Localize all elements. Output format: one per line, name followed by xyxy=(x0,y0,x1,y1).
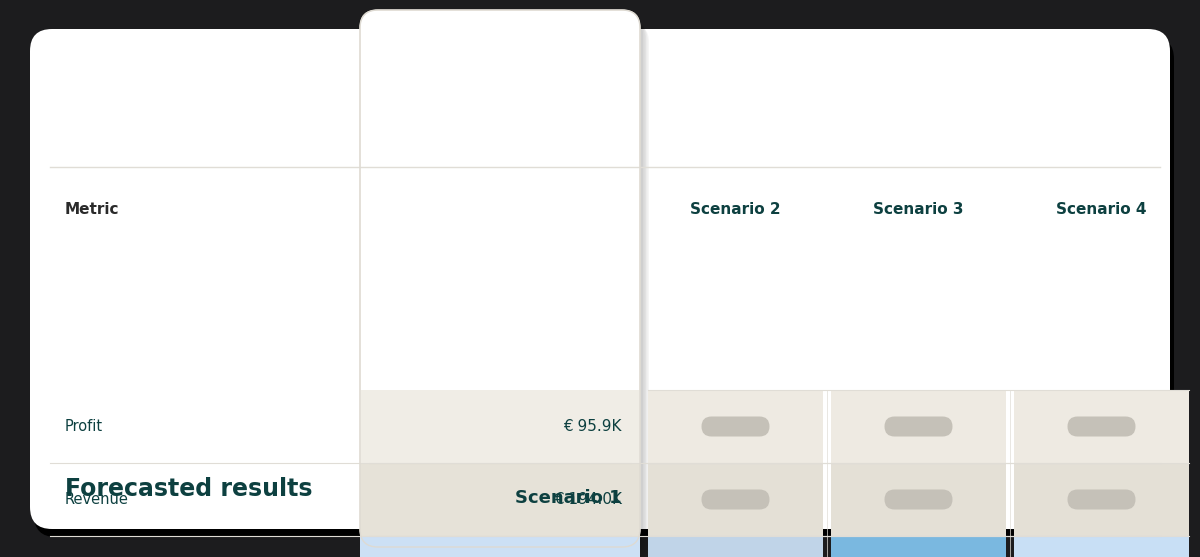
Bar xyxy=(360,463,640,536)
FancyBboxPatch shape xyxy=(34,37,1174,537)
FancyBboxPatch shape xyxy=(702,490,769,510)
Bar xyxy=(830,536,1006,557)
Text: Metric: Metric xyxy=(65,202,120,217)
Text: Profit: Profit xyxy=(65,419,103,434)
FancyBboxPatch shape xyxy=(360,10,640,547)
Bar xyxy=(360,390,640,463)
Text: Forecasted results: Forecasted results xyxy=(65,477,312,501)
Bar xyxy=(1014,536,1189,557)
Bar xyxy=(830,390,1006,463)
Text: € 194.0K: € 194.0K xyxy=(554,492,622,507)
Text: Revenue: Revenue xyxy=(65,492,128,507)
Text: Scenario 4: Scenario 4 xyxy=(1056,202,1147,217)
FancyBboxPatch shape xyxy=(1068,417,1135,437)
Text: € 95.9K: € 95.9K xyxy=(564,419,622,434)
FancyBboxPatch shape xyxy=(1068,490,1135,510)
Bar xyxy=(648,390,823,463)
Bar xyxy=(830,463,1006,536)
Text: Scenario 1: Scenario 1 xyxy=(515,489,622,507)
FancyBboxPatch shape xyxy=(884,490,953,510)
FancyBboxPatch shape xyxy=(30,29,1170,529)
Bar xyxy=(360,536,640,557)
FancyBboxPatch shape xyxy=(702,417,769,437)
Text: Scenario 2: Scenario 2 xyxy=(690,202,781,217)
FancyBboxPatch shape xyxy=(884,417,953,437)
Text: Scenario 3: Scenario 3 xyxy=(874,202,964,217)
Bar xyxy=(1014,390,1189,463)
Bar xyxy=(648,536,823,557)
Bar xyxy=(1014,463,1189,536)
Bar xyxy=(648,463,823,536)
